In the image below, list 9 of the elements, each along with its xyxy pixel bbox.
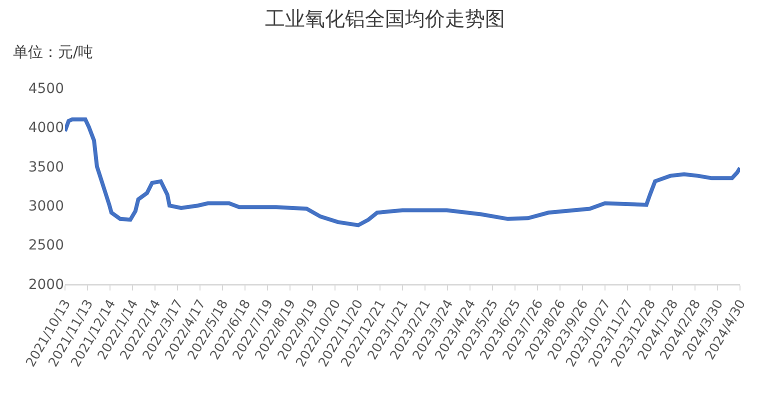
line-series	[65, 117, 740, 228]
y-tick-label: 4000	[28, 120, 64, 136]
y-tick-label: 3500	[28, 159, 64, 176]
y-axis-title: 单位：元/吨	[13, 43, 94, 61]
y-tick-label: 4500	[28, 80, 64, 97]
y-tick-label: 2000	[28, 276, 64, 293]
y-tick-label: 3000	[28, 198, 64, 214]
y-tick-label: 2500	[28, 238, 64, 254]
chart-title: 工业氧化铝全国均价走势图	[265, 6, 505, 31]
